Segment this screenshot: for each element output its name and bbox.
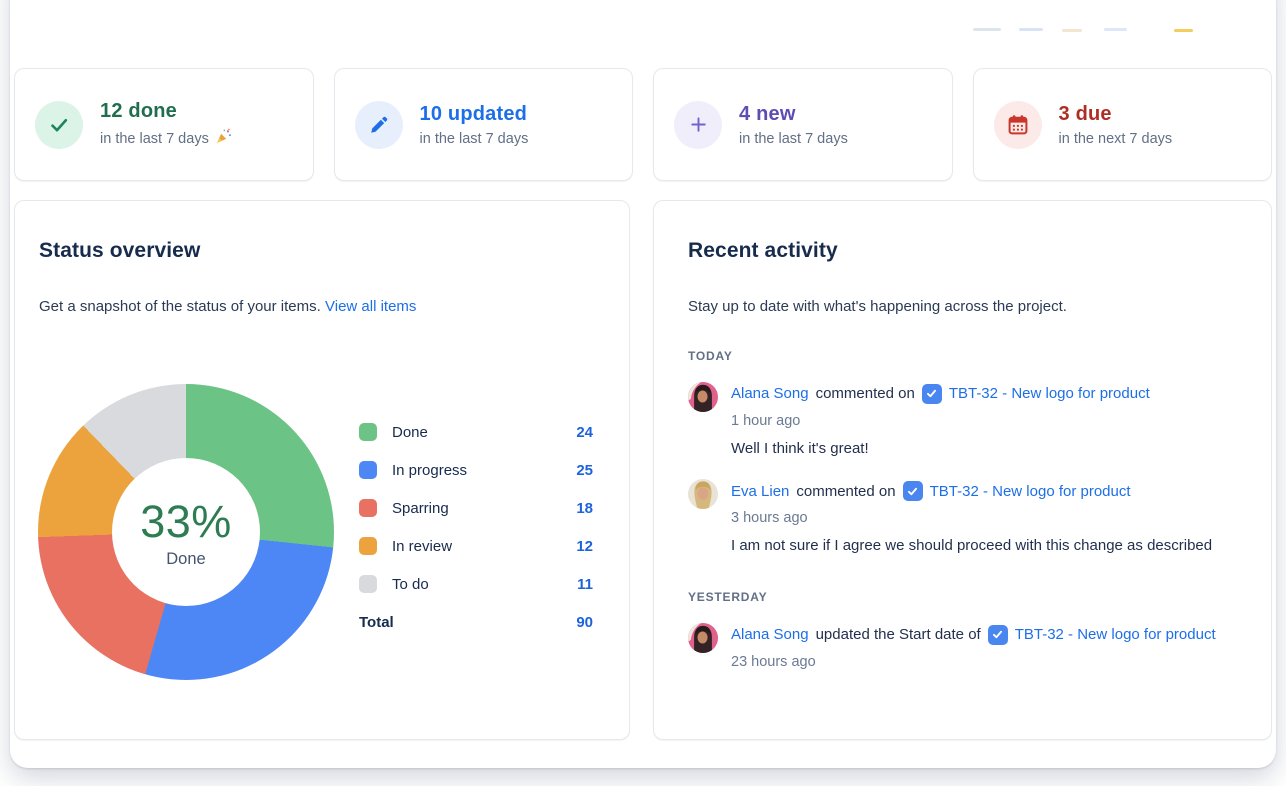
status-legend: Done 24 In progress 25 Sparring 18 In review 12… (359, 413, 593, 641)
activity-item: Alana Song updated the Start date of TBT… (688, 622, 1237, 670)
activity-time: 3 hours ago (731, 510, 808, 526)
activity-action: commented on (796, 482, 896, 500)
stat-subtitle: in the last 7 days (100, 130, 209, 147)
panel-title: Recent activity (688, 239, 838, 262)
legend-item-in-progress[interactable]: In progress 25 (359, 451, 593, 489)
stat-card-due[interactable]: 3 due in the next 7 days (972, 68, 1272, 181)
stat-cards-row: 12 done in the last 7 days (14, 68, 1272, 181)
legend-label: To do (392, 575, 429, 593)
task-type-icon (902, 481, 923, 501)
legend-value: 24 (576, 423, 593, 441)
legend-swatch (359, 423, 377, 441)
legend-swatch (359, 575, 377, 593)
legend-total-row: Total 90 (359, 603, 593, 641)
donut-center: 33% Done (112, 458, 260, 606)
calendar-icon (993, 100, 1042, 149)
legend-swatch (359, 537, 377, 555)
clipped-ui-remnant (1062, 29, 1082, 32)
stat-card-updated[interactable]: 10 updated in the last 7 days (333, 68, 633, 181)
user-link[interactable]: Eva Lien (731, 482, 790, 500)
stat-card-done[interactable]: 12 done in the last 7 days (14, 68, 314, 181)
pencil-icon (354, 100, 403, 149)
activity-group-header-yesterday: YESTERDAY (688, 589, 768, 604)
issue-link[interactable]: TBT-32 - New logo for product (929, 482, 1131, 500)
legend-value: 12 (576, 537, 593, 555)
avatar-alana-song[interactable] (688, 622, 718, 653)
legend-item-done[interactable]: Done 24 (359, 413, 593, 451)
stat-card-new[interactable]: 4 new in the last 7 days (653, 68, 953, 181)
view-all-items-link[interactable]: View all items (325, 298, 417, 315)
legend-value: 11 (577, 575, 593, 593)
activity-comment: Well I think it's great! (731, 439, 869, 457)
legend-total-label: Total (359, 613, 394, 631)
legend-value: 25 (576, 461, 593, 479)
activity-time: 1 hour ago (731, 412, 801, 429)
clipped-ui-remnant (1019, 28, 1043, 31)
panel-subtitle: Stay up to date with what's happening ac… (688, 298, 1067, 315)
legend-item-in-review[interactable]: In review 12 (359, 527, 593, 565)
activity-item: Eva Lien commented on TBT-32 - New logo … (688, 479, 1237, 558)
stat-subtitle: in the last 7 days (739, 130, 848, 147)
legend-label: Sparring (392, 499, 449, 517)
status-overview-panel: Status overview Get a snapshot of the st… (14, 200, 630, 740)
activity-comment: I am not sure if I agree we should proce… (731, 537, 1213, 554)
clipped-ui-remnant (1104, 28, 1127, 31)
activity-action: commented on (815, 385, 915, 402)
user-link[interactable]: Alana Song (731, 626, 809, 643)
stat-count: 10 updated (419, 102, 528, 125)
donut-percent: 33% (140, 495, 232, 547)
donut-center-label: Done (166, 549, 206, 568)
avatar-alana-song[interactable] (688, 381, 718, 412)
legend-value: 18 (576, 499, 593, 517)
task-type-icon (921, 383, 942, 404)
activity-action: updated the Start date of (815, 626, 981, 643)
clipped-ui-remnant (1174, 29, 1193, 32)
activity-group-header-today: TODAY (688, 348, 733, 363)
legend-swatch (359, 499, 377, 517)
panel-title: Status overview (39, 239, 201, 262)
stat-count: 4 new (739, 102, 796, 125)
legend-swatch (359, 461, 377, 479)
legend-label: Done (392, 423, 428, 441)
clipped-ui-remnant (973, 28, 1001, 31)
check-icon (35, 100, 83, 149)
recent-activity-panel: Recent activity Stay up to date with wha… (653, 200, 1272, 740)
plus-icon (674, 100, 722, 149)
activity-item: Alana Song commented on TBT-32 - New log… (688, 381, 1237, 461)
stat-subtitle: in the last 7 days (419, 130, 529, 147)
legend-label: In progress (392, 461, 468, 479)
stat-count: 12 done (100, 100, 177, 122)
legend-label: In review (392, 537, 453, 555)
legend-item-to-do[interactable]: To do 11 (359, 565, 593, 603)
user-link[interactable]: Alana Song (731, 385, 809, 402)
panel-subtitle: Get a snapshot of the status of your ite… (39, 298, 321, 315)
legend-total-value: 90 (576, 613, 593, 631)
activity-time: 23 hours ago (731, 653, 816, 670)
stat-count: 3 due (1058, 102, 1112, 125)
legend-item-sparring[interactable]: Sparring 18 (359, 489, 593, 527)
party-popper-emoji (215, 128, 232, 149)
task-type-icon (987, 624, 1008, 645)
issue-link[interactable]: TBT-32 - New logo for product (948, 385, 1150, 402)
avatar-eva-lien[interactable] (688, 479, 718, 509)
issue-link[interactable]: TBT-32 - New logo for product (1014, 626, 1216, 643)
stat-subtitle: in the next 7 days (1058, 130, 1173, 147)
